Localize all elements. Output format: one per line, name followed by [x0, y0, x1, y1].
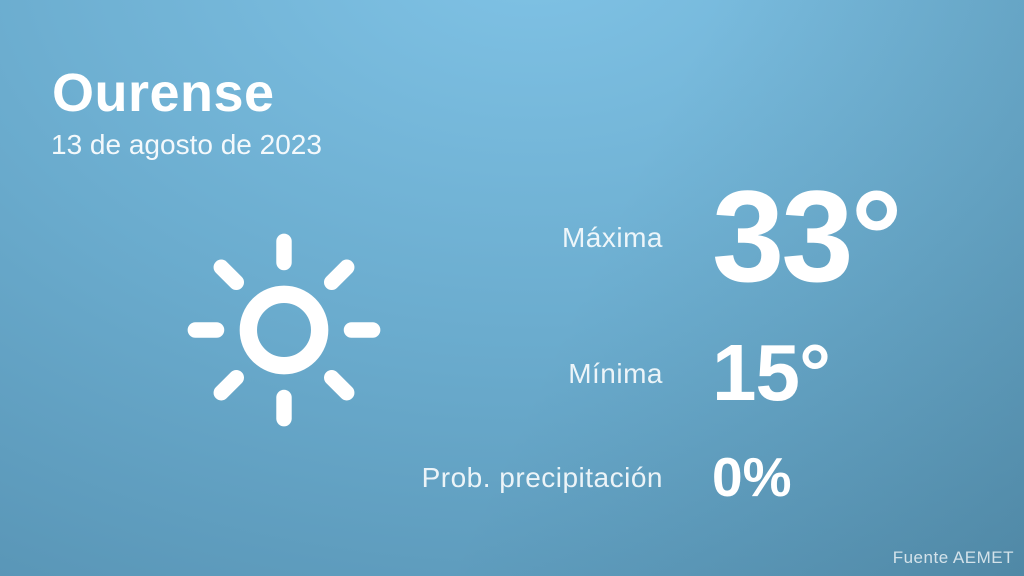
sun-icon	[187, 233, 381, 427]
max-temp-value: 33°	[712, 163, 903, 309]
max-temp-label: Máxima	[561, 222, 663, 253]
forecast-date: 13 de agosto de 2023	[51, 129, 322, 160]
min-temp-value: 15°	[712, 328, 831, 417]
min-temp-label: Mínima	[568, 358, 663, 389]
precipitation-value: 0%	[712, 446, 792, 508]
precipitation-label: Prob. precipitación	[421, 462, 663, 493]
source-credit: Fuente AEMET	[892, 548, 1014, 567]
location-title: Ourense	[52, 63, 275, 123]
